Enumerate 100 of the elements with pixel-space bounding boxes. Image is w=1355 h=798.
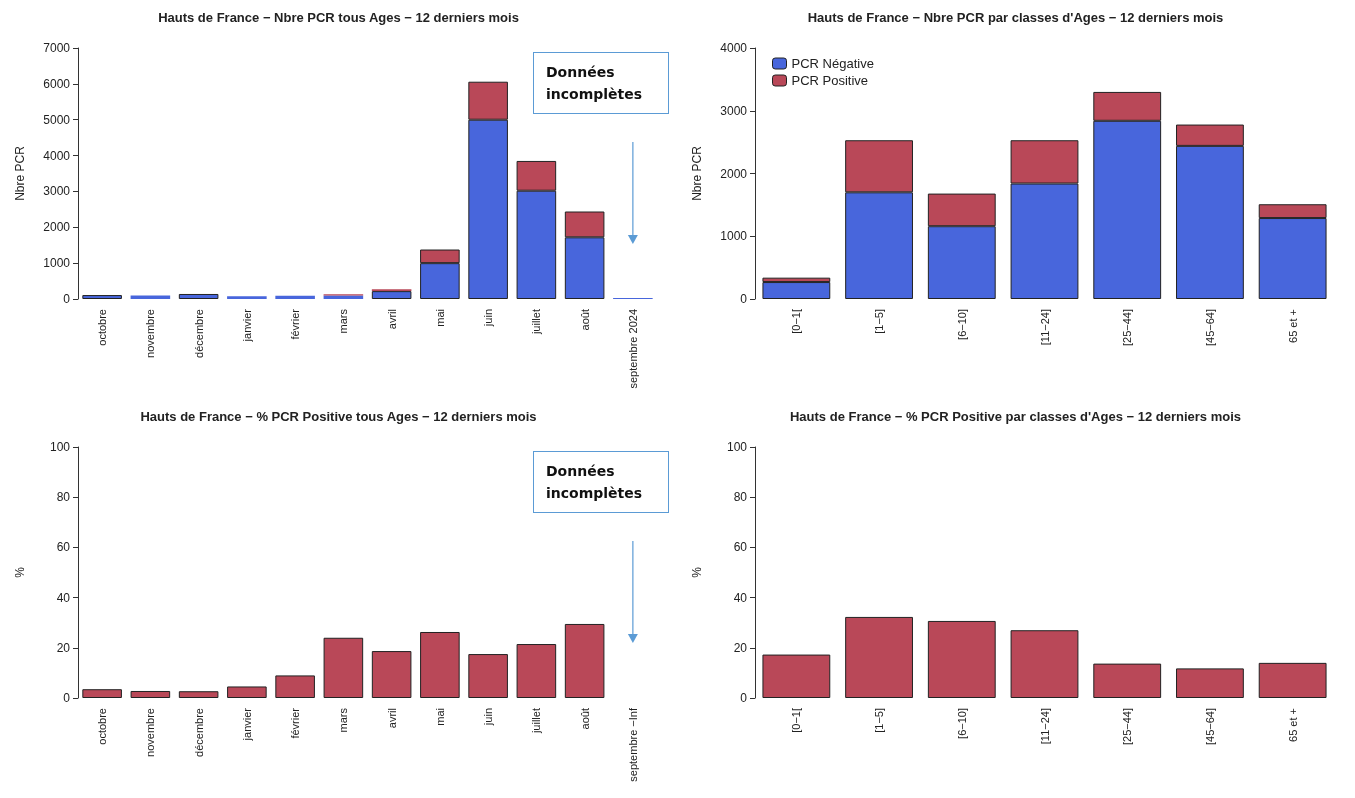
x-tick-label: [45−64] (1203, 708, 1216, 746)
x-tick-label: novembre (144, 708, 157, 757)
x-tick-label: septembre −Inf (626, 707, 639, 782)
x-tick-label: juillet (530, 708, 543, 735)
y-tick-label: 100 (726, 440, 748, 454)
y-tick-label: 20 (733, 640, 748, 655)
bar (130, 690, 171, 698)
x-tick-label: mars (337, 707, 350, 733)
y-tick-label: 4000 (720, 41, 748, 55)
x-tick-label: 65 et + (1286, 309, 1299, 343)
x-tick-label: mars (337, 308, 350, 334)
x-tick-label: [1−5] (873, 309, 886, 334)
bar (178, 691, 219, 698)
bar (130, 295, 171, 299)
x-tick-label: septembre 2024 (626, 309, 639, 389)
x-tick-label: août (578, 708, 591, 730)
y-tick-label: 7000 (43, 41, 71, 55)
bar (1093, 663, 1162, 698)
y-tick-label: 60 (733, 540, 748, 555)
y-tick-label: 2000 (720, 166, 748, 181)
y-tick-label: 40 (733, 590, 748, 605)
x-tick-label: avril (385, 708, 398, 729)
x-tick-label: octobre (96, 708, 109, 745)
y-tick-label: 20 (56, 640, 71, 655)
bar (1010, 630, 1079, 698)
x-tick-label: [25−44] (1121, 708, 1134, 746)
y-axis-title: Nbre PCR (13, 145, 27, 201)
x-tick-label: novembre (144, 309, 157, 358)
y-tick-label: 6000 (43, 76, 71, 91)
bar (762, 654, 831, 698)
x-tick-label: juin (482, 309, 495, 328)
bar (420, 631, 460, 698)
x-tick-label: [6−10] (955, 708, 968, 739)
x-tick-label: [0−1[ (790, 708, 803, 733)
x-tick-label: décembre (192, 309, 205, 358)
x-tick-label: mai (433, 708, 446, 726)
bar (1258, 662, 1327, 698)
legend-label: PCR Positive (791, 73, 869, 88)
y-tick-label: 0 (63, 691, 71, 705)
y-tick-label: 60 (56, 540, 71, 555)
bar (371, 291, 412, 299)
x-tick-label: [45−64] (1203, 309, 1216, 347)
x-tick-label: [11−24] (1038, 309, 1051, 346)
chart-title: Hauts de France − Nbre PCR tous Ages − 12 derniers mois (158, 10, 519, 25)
y-tick-label: 4000 (43, 148, 71, 163)
y-tick-label: 3000 (43, 184, 71, 199)
x-tick-label: juin (482, 708, 495, 727)
x-tick-label: [11−24] (1038, 708, 1051, 745)
bar (323, 637, 364, 698)
x-tick-label: août (578, 309, 591, 331)
annotation: Données incomplètes (546, 64, 643, 102)
bar (845, 616, 913, 698)
x-tick-label: [25−44] (1121, 309, 1134, 347)
chart-title: Hauts de France − % PCR Positive par classes d'Ages − 12 derniers mois (789, 409, 1242, 424)
x-tick-label: février (289, 308, 302, 340)
y-axis-title: Nbre PCR (690, 145, 704, 201)
bar (275, 675, 315, 698)
legend-label: PCR Négative (791, 56, 874, 71)
y-tick-label: 80 (733, 490, 748, 505)
y-axis-title: % (13, 566, 27, 578)
y-axis-title: % (690, 566, 704, 578)
chart-title: Hauts de France − Nbre PCR par classes d'Ages − 12 derniers mois (807, 10, 1224, 25)
x-tick-label: avril (385, 309, 398, 330)
x-tick-label: décembre (192, 708, 205, 757)
y-tick-label: 100 (49, 440, 71, 454)
bar (371, 651, 412, 698)
y-tick-label: 80 (56, 490, 71, 505)
x-tick-label: 65 et + (1286, 708, 1299, 742)
bar (762, 282, 831, 299)
bar (82, 689, 122, 698)
x-tick-label: janvier (240, 308, 253, 343)
bar (1176, 668, 1244, 698)
y-tick-label: 40 (56, 590, 71, 605)
bar (227, 686, 267, 698)
y-tick-label: 0 (740, 292, 748, 306)
x-tick-label: mai (433, 309, 446, 327)
bar (178, 293, 219, 299)
chart-title: Hauts de France − % PCR Positive tous Ages − 12 derniers mois (140, 409, 537, 424)
x-tick-label: [1−5] (873, 708, 886, 733)
bar (564, 623, 605, 698)
bar (227, 296, 267, 299)
x-tick-label: juillet (530, 309, 543, 336)
x-tick-label: [0−1[ (790, 309, 803, 334)
y-tick-label: 3000 (720, 103, 748, 118)
x-tick-label: [6−10] (955, 309, 968, 340)
bar (468, 654, 508, 698)
annotation: Données incomplètes (546, 463, 643, 501)
y-tick-label: 2000 (43, 220, 71, 235)
y-tick-label: 1000 (720, 229, 748, 244)
bar (275, 295, 315, 299)
y-tick-label: 0 (63, 292, 71, 306)
x-tick-label: octobre (96, 309, 109, 346)
x-tick-label: janvier (240, 707, 253, 742)
x-tick-label: février (289, 707, 302, 739)
bar (82, 295, 122, 299)
y-tick-label: 0 (740, 691, 748, 705)
bar (516, 644, 557, 698)
y-tick-label: 5000 (43, 112, 71, 127)
bar (927, 620, 996, 698)
y-tick-label: 1000 (43, 256, 71, 271)
